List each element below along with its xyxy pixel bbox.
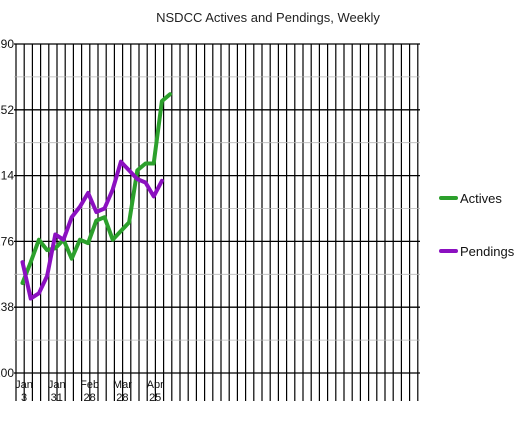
y-tick-label: 214 [0,169,14,183]
series-line-pendings [20,159,164,301]
legend: Actives Pendings [439,191,515,259]
series-line-actives [20,92,173,285]
x-tick-day: 28 [83,392,95,404]
x-tick-day: 25 [149,392,161,404]
x-tick-month: Feb [80,379,99,391]
y-tick-label: 100 [0,366,14,380]
y-tick-label: 252 [0,103,14,117]
x-tick-month: Mar [113,379,132,391]
x-tick-day: 3 [21,392,27,404]
y-axis-ticks: 100 138 176 214 252 290 [0,37,14,380]
y-tick-label: 176 [0,234,14,248]
x-tick-month: Jan [48,379,66,391]
y-tick-label: 290 [0,37,14,51]
x-tick-month: Apr [147,379,164,391]
y-tick-label: 138 [0,300,14,314]
x-tick-month: Jan [15,379,33,391]
chart-title: NSDCC Actives and Pendings, Weekly [156,10,380,25]
legend-label-actives: Actives [460,191,502,206]
x-tick-day: 31 [51,392,63,404]
x-tick-day: 28 [116,392,128,404]
series-lines [20,92,173,301]
grid [14,43,420,401]
legend-label-pendings: Pendings [460,244,515,259]
